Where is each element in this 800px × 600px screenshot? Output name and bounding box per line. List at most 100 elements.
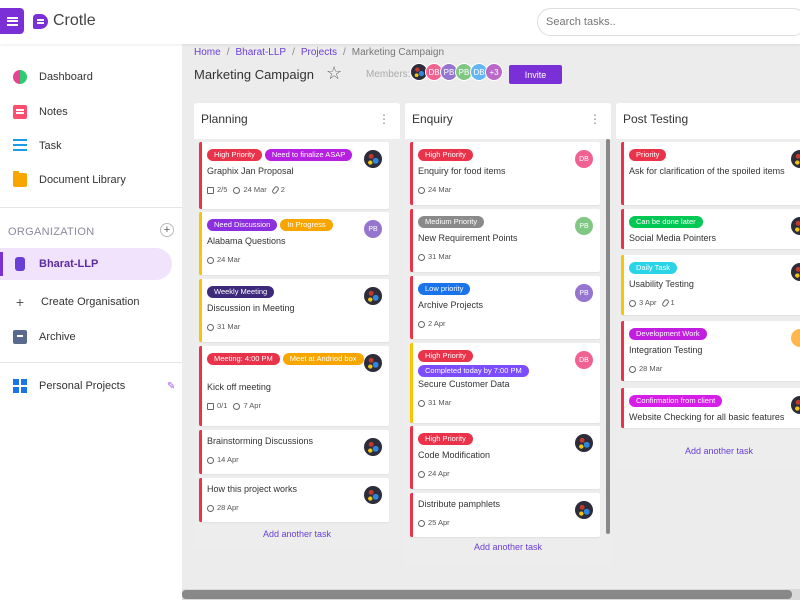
assignee-avatar[interactable]: DB	[575, 150, 593, 168]
clock-icon	[233, 186, 241, 194]
paperclip-icon	[660, 298, 670, 308]
search-input[interactable]	[537, 8, 800, 36]
due-date-value: 24 Apr	[428, 469, 450, 478]
paperclip-icon	[270, 185, 280, 195]
tag-list: Low priority	[418, 283, 578, 295]
task-title: Distribute pamphlets	[418, 499, 501, 509]
task-meta: 14 Apr	[207, 455, 239, 464]
task-card[interactable]: Medium Priority New Requirement Points 31 …	[410, 209, 600, 272]
add-task-button[interactable]: Add another task	[262, 529, 332, 539]
breadcrumb-home[interactable]: Home	[194, 47, 221, 58]
sidebar-item-task[interactable]: Task	[0, 130, 172, 162]
task-card[interactable]: High Priority Enquiry for food items 24 Ma…	[410, 142, 600, 205]
sidebar-item-label: Notes	[39, 106, 68, 118]
assignee-avatar[interactable]	[791, 217, 800, 235]
tag-list: Meeting: 4:00 PM Meet at Andriod box	[207, 353, 367, 365]
sidebar-item-dashboard[interactable]: Dashboard	[0, 61, 172, 93]
assignee-avatar[interactable]: PB	[575, 284, 593, 302]
task-card[interactable]: Meeting: 4:00 PM Meet at Andriod box Kick …	[199, 346, 389, 426]
task-card[interactable]: High Priority Need to finalize ASAP Graphi…	[199, 142, 389, 209]
invite-button[interactable]: Invite	[509, 65, 562, 84]
due-date-value: 25 Apr	[428, 518, 450, 527]
assignee-avatar[interactable]	[575, 434, 593, 452]
breadcrumb-current: Marketing Campaign	[351, 47, 445, 58]
assignee-avatar[interactable]	[364, 486, 382, 504]
task-card[interactable]: Development Work Integration Testing 28 Ma…	[621, 321, 800, 381]
task-card[interactable]: Confirmation from client Website Checking…	[621, 388, 800, 428]
member-avatars[interactable]: DB PB PB DB +3	[410, 63, 503, 83]
add-task-button[interactable]: Add another task	[684, 446, 754, 456]
assignee-avatar[interactable]	[791, 329, 800, 347]
task-card[interactable]: Weekly Meeting Discussion in Meeting 31 Ma…	[199, 279, 389, 342]
assignee-avatar[interactable]	[791, 263, 800, 281]
breadcrumb-organization[interactable]: Bharat-LLP	[235, 47, 287, 58]
column-menu-icon[interactable]: ⋮	[589, 112, 601, 126]
sidebar-item-archive[interactable]: Archive	[0, 321, 172, 353]
assignee-avatar[interactable]	[364, 438, 382, 456]
star-icon[interactable]: ☆	[326, 63, 343, 83]
task-card[interactable]: Brainstorming Discussions 14 Apr	[199, 430, 389, 474]
column-menu-icon[interactable]: ⋮	[378, 112, 390, 126]
column-title: Enquiry	[412, 112, 453, 126]
task-card[interactable]: Priority Ask for clarification of the spo…	[621, 142, 800, 205]
assignee-avatar[interactable]	[575, 501, 593, 519]
folder-icon	[13, 171, 27, 187]
sidebar-item-bharat-llp[interactable]: Bharat-LLP	[0, 248, 172, 280]
app-logo[interactable]: Crotle	[33, 12, 96, 30]
task-title: Website Checking for all basic features	[629, 412, 785, 422]
member-avatar[interactable]: +3	[485, 63, 503, 81]
sidebar-item-personal-projects[interactable]: Personal Projects ✎	[0, 370, 176, 402]
edit-icon[interactable]: ✎	[167, 380, 176, 392]
add-task-button[interactable]: Add another task	[473, 542, 543, 552]
vertical-scrollbar[interactable]	[606, 139, 610, 534]
due-date-value: 7 Apr	[243, 401, 261, 410]
clock-icon	[418, 399, 425, 407]
horizontal-scrollbar[interactable]	[182, 589, 800, 600]
task-title: Usability Testing	[629, 279, 694, 289]
task-card[interactable]: Need Discussion In Progress Alabama Questi…	[199, 212, 389, 275]
member-avatar[interactable]	[410, 63, 428, 81]
sidebar: Dashboard Notes Task Document Library OR…	[0, 44, 182, 600]
task-tag: High Priority	[418, 149, 473, 161]
task-card[interactable]: How this project works 28 Apr	[199, 478, 389, 522]
assignee-avatar[interactable]	[364, 287, 382, 305]
assignee-avatar[interactable]	[791, 396, 800, 414]
due-date: 28 Apr	[207, 503, 239, 512]
due-date: 7 Apr	[233, 401, 261, 410]
task-card[interactable]: Daily Task Usability Testing 3 Apr 1	[621, 255, 800, 315]
due-date-value: 3 Apr	[639, 298, 657, 307]
assignee-avatar[interactable]: PB	[575, 217, 593, 235]
task-card[interactable]: Low priority Archive Projects 2 Apr PB	[410, 276, 600, 339]
assignee-avatar[interactable]: PB	[364, 220, 382, 238]
sidebar-item-document-library[interactable]: Document Library	[0, 164, 172, 196]
task-tag: Development Work	[629, 328, 707, 340]
clock-icon	[418, 186, 425, 194]
due-date-value: 24 Mar	[428, 185, 452, 194]
sidebar-divider	[0, 207, 182, 208]
assignee-avatar[interactable]	[791, 150, 800, 168]
task-card[interactable]: High Priority Completed today by 7:00 PM S…	[410, 343, 600, 423]
menu-toggle-button[interactable]	[0, 8, 24, 34]
assignee-avatar[interactable]	[364, 354, 382, 372]
sidebar-item-create-organisation[interactable]: + Create Organisation	[0, 286, 172, 318]
task-tag: High Priority	[418, 433, 473, 445]
sidebar-item-notes[interactable]: Notes	[0, 96, 172, 128]
due-date: 24 Apr	[418, 469, 450, 478]
task-meta: 24 Apr	[418, 469, 450, 478]
task-card[interactable]: High Priority Code Modification 24 Apr	[410, 426, 600, 489]
task-card[interactable]: Can be done later Social Media Pointers	[621, 209, 800, 249]
assignee-avatar[interactable]: DB	[575, 351, 593, 369]
clock-icon	[418, 320, 425, 328]
sidebar-item-label: Document Library	[39, 174, 126, 186]
task-title: Archive Projects	[418, 300, 484, 310]
assignee-avatar[interactable]	[364, 150, 382, 168]
add-organization-button[interactable]: +	[160, 223, 174, 237]
clock-icon	[233, 402, 241, 410]
breadcrumb-projects[interactable]: Projects	[300, 47, 337, 58]
sidebar-item-label: Create Organisation	[41, 296, 140, 308]
task-card[interactable]: Distribute pamphlets 25 Apr	[410, 493, 600, 537]
task-tag: Need Discussion	[207, 219, 278, 231]
task-title: New Requirement Points	[418, 233, 518, 243]
clock-icon	[418, 253, 425, 261]
scrollbar-thumb[interactable]	[182, 590, 792, 599]
